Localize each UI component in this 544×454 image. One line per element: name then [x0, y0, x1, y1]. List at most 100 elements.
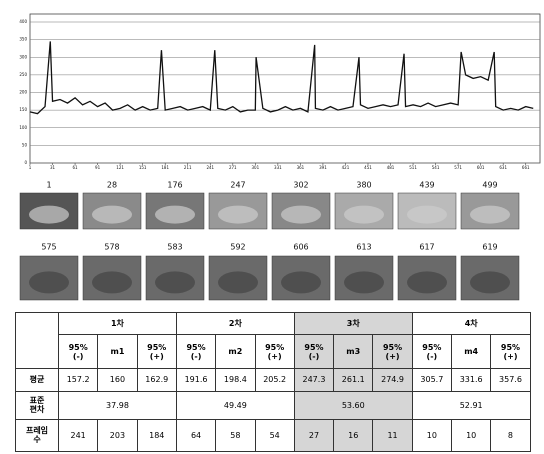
- x-tick-label: 31: [50, 165, 56, 170]
- frame-number: 247: [230, 181, 245, 190]
- table-cell: 305.7: [411, 368, 453, 392]
- y-tick-label: 300: [19, 54, 27, 59]
- table-cell: 16: [333, 418, 374, 453]
- table-cell: 4차: [411, 311, 531, 336]
- table-row: 표준 편차 37.98 49.49 53.60 52.91: [15, 390, 531, 420]
- table-cell: 198.4: [215, 368, 256, 392]
- frame-number: 28: [107, 181, 117, 190]
- table-cell: 157.2: [57, 368, 99, 392]
- table-cell: 184: [136, 418, 177, 453]
- x-tick-label: 511: [409, 165, 417, 170]
- frame-number: 380: [356, 181, 371, 190]
- table-cell: 53.60: [293, 390, 413, 420]
- table-cell: 프레임 수: [15, 418, 59, 453]
- table-cell: 27: [293, 418, 335, 453]
- table-row: 평균 157.2 160 162.9 191.6 198.4 205.2 247.3 261.1…: [15, 368, 531, 392]
- x-tick-label: 601: [477, 165, 485, 170]
- table-cell: m3: [333, 334, 374, 370]
- thumbnail-detail: [155, 271, 195, 294]
- frame-number: 617: [419, 243, 434, 252]
- table-cell: 2차: [175, 311, 295, 336]
- table-cell: 54: [254, 418, 295, 453]
- thumbnail-detail: [92, 205, 132, 224]
- x-tick-label: 481: [387, 165, 395, 170]
- data-line: [29, 41, 534, 115]
- table-row: 프레임 수 241 203 184 64 58 54 27 16 11 10 10 8: [15, 418, 531, 453]
- x-tick-label: 121: [116, 165, 124, 170]
- table-cell: 331.6: [451, 368, 492, 392]
- table-cell: 평균: [15, 368, 59, 392]
- table-cell: m1: [97, 334, 138, 370]
- x-tick-label: 301: [252, 165, 260, 170]
- frame-number: 592: [230, 243, 245, 252]
- frame-number: 578: [104, 243, 119, 252]
- x-tick-label: 61: [73, 165, 79, 170]
- table-cell: 95% (-): [57, 334, 99, 370]
- table-cell: 241: [57, 418, 99, 453]
- table-cell: 205.2: [254, 368, 295, 392]
- table-cell: 261.1: [333, 368, 374, 392]
- x-tick-label: 391: [319, 165, 327, 170]
- table-cell: 95% (+): [136, 334, 177, 370]
- table-cell: 95% (-): [175, 334, 217, 370]
- frame-number: 302: [293, 181, 308, 190]
- x-tick-label: 451: [364, 165, 372, 170]
- table-row: 95% (-) m1 95% (+) 95% (-) m2 95% (+) 95% (-) m…: [16, 334, 531, 370]
- x-tick-label: 241: [206, 165, 214, 170]
- thumbnail-detail: [470, 205, 510, 224]
- table-cell: 3차: [293, 311, 413, 336]
- table-cell: m2: [215, 334, 256, 370]
- thumbnail-detail: [470, 271, 510, 294]
- table-cell: [15, 311, 59, 370]
- x-tick-label: 181: [161, 165, 169, 170]
- y-tick-label: 350: [19, 37, 27, 42]
- x-tick-label: 1: [29, 165, 32, 170]
- x-tick-label: 661: [522, 165, 530, 170]
- frame-number: 499: [482, 181, 497, 190]
- thumbnail-detail: [407, 271, 447, 294]
- y-tick-label: 150: [19, 107, 27, 112]
- x-tick-label: 91: [95, 165, 101, 170]
- table-cell: 64: [175, 418, 217, 453]
- table-cell: 95% (+): [372, 334, 413, 370]
- frame-number: 176: [167, 181, 182, 190]
- table-cell: 95% (-): [411, 334, 453, 370]
- table-cell: 191.6: [175, 368, 217, 392]
- x-tick-label: 421: [342, 165, 350, 170]
- y-tick-label: 100: [19, 125, 27, 130]
- y-tick-label: 200: [19, 90, 27, 95]
- x-tick-label: 361: [297, 165, 305, 170]
- table-cell: 37.98: [58, 390, 177, 420]
- y-tick-label: 0: [24, 160, 27, 165]
- table-cell: 274.9: [372, 368, 413, 392]
- table-cell: 52.91: [411, 390, 531, 420]
- table-row: 1차 2차 3차 4차: [15, 311, 531, 370]
- thumbnail-detail: [92, 271, 132, 294]
- frame-number: 439: [419, 181, 434, 190]
- x-tick-label: 571: [454, 165, 462, 170]
- table-cell: 95% (-): [293, 334, 335, 370]
- table-cell: 95% (+): [254, 334, 295, 370]
- table-cell: 49.49: [175, 390, 295, 420]
- table-cell: 1차: [58, 311, 177, 336]
- frame-number: 613: [356, 243, 371, 252]
- thumbnail-detail: [218, 205, 258, 224]
- table-cell: m4: [451, 334, 492, 370]
- thumbnail-detail: [281, 271, 321, 294]
- y-tick-label: 250: [19, 72, 27, 77]
- x-tick-label: 271: [229, 165, 237, 170]
- frame-number: 575: [41, 243, 56, 252]
- thumbnail-detail: [155, 205, 195, 224]
- frame-number: 619: [482, 243, 497, 252]
- thumbnail-detail: [29, 205, 69, 224]
- table-cell: 11: [372, 418, 413, 453]
- frame-number: 1: [46, 181, 51, 190]
- table-cell: 표준 편차: [15, 390, 59, 420]
- frame-number: 606: [293, 243, 308, 252]
- table-cell: 10: [451, 418, 492, 453]
- thumbnail-detail: [281, 205, 321, 224]
- thumbnail-detail: [407, 205, 447, 224]
- table-cell: 247.3: [293, 368, 335, 392]
- frame-number: 583: [167, 243, 182, 252]
